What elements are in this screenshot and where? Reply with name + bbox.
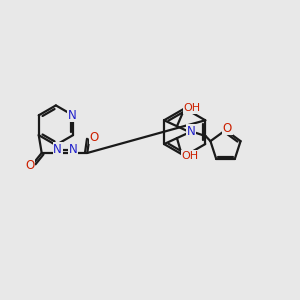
Text: N: N <box>187 125 195 138</box>
Text: N: N <box>68 109 76 122</box>
Text: N: N <box>69 142 78 155</box>
Text: O: O <box>90 130 99 144</box>
Text: O: O <box>223 122 232 135</box>
Text: N: N <box>53 142 62 155</box>
Text: O: O <box>25 159 34 172</box>
Text: OH: OH <box>183 103 200 113</box>
Text: OH: OH <box>181 151 198 161</box>
